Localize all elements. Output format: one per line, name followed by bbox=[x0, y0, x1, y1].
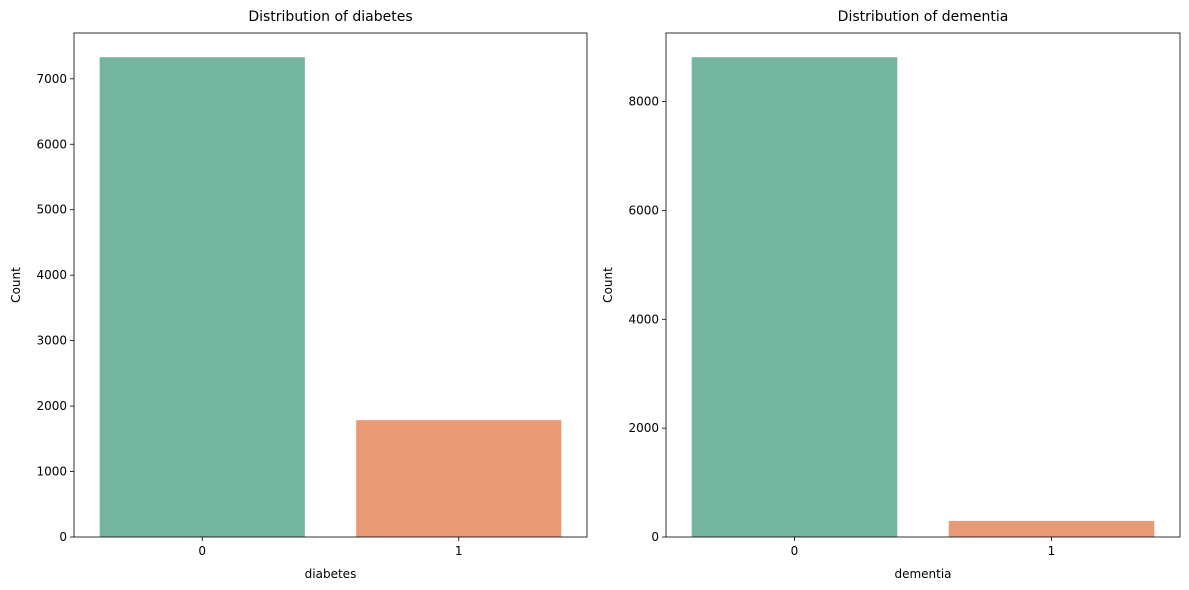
bar-0 bbox=[691, 57, 898, 537]
bar-group bbox=[691, 57, 1155, 537]
x-axis-label: dementia bbox=[894, 567, 951, 581]
y-tick-label: 1000 bbox=[36, 465, 67, 479]
y-tick-label: 4000 bbox=[628, 312, 659, 326]
y-tick-label: 0 bbox=[59, 530, 67, 544]
y-tick-label: 4000 bbox=[36, 268, 67, 282]
y-tick-label: 6000 bbox=[36, 137, 67, 151]
y-tick-label: 2000 bbox=[628, 421, 659, 435]
chart-title: Distribution of diabetes bbox=[248, 9, 412, 25]
bar-1 bbox=[948, 520, 1155, 537]
y-tick-label: 8000 bbox=[628, 95, 659, 109]
y-tick-label: 7000 bbox=[36, 72, 67, 86]
chart-title: Distribution of dementia bbox=[838, 9, 1009, 25]
chart-panel-diabetes: Distribution of diabetes 0 1000 2000 3000 40… bbox=[9, 9, 588, 581]
y-axis-ticks: 0 2000 4000 6000 8000 bbox=[628, 95, 666, 544]
x-axis-label: diabetes bbox=[305, 567, 357, 581]
x-tick-label: 0 bbox=[198, 544, 206, 558]
bar-0 bbox=[99, 57, 305, 537]
x-tick-label: 1 bbox=[1048, 544, 1056, 558]
y-tick-label: 3000 bbox=[36, 334, 67, 348]
y-tick-label: 5000 bbox=[36, 203, 67, 217]
plot-frame bbox=[665, 32, 1181, 538]
bar-1 bbox=[356, 420, 562, 537]
y-axis-ticks: 0 1000 2000 3000 4000 5000 6000 7000 bbox=[36, 72, 74, 544]
x-tick-label: 1 bbox=[455, 544, 463, 558]
y-axis-label: Count bbox=[9, 267, 23, 303]
bar-group bbox=[99, 57, 562, 537]
plot-frame bbox=[73, 32, 588, 538]
y-tick-label: 0 bbox=[651, 530, 659, 544]
y-tick-label: 6000 bbox=[628, 203, 659, 217]
y-tick-label: 2000 bbox=[36, 399, 67, 413]
y-axis-label: Count bbox=[601, 267, 615, 303]
chart-panel-dementia: Distribution of dementia 0 2000 4000 6000 80… bbox=[601, 9, 1181, 581]
x-tick-label: 0 bbox=[791, 544, 799, 558]
